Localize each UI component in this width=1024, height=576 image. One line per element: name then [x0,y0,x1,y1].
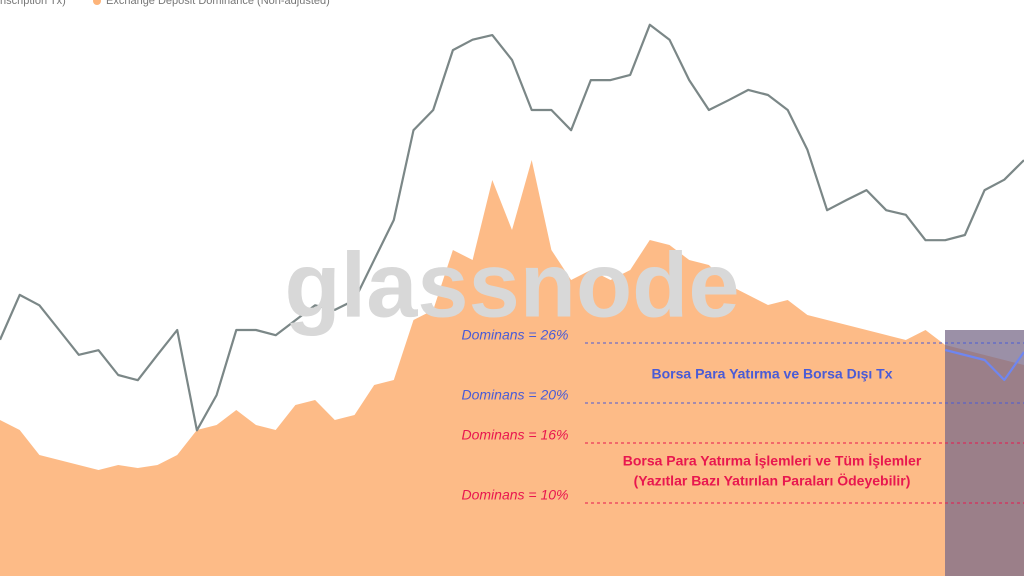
threshold-label: Dominans = 16% [461,427,568,443]
note: Borsa Para Yatırma ve Borsa Dışı Tx [652,366,893,382]
legend-label: nscription Tx) [0,0,66,7]
legend-label: Exchange Deposit Dominance (Non-adjusted… [106,0,330,7]
note: (Yazıtlar Bazı Yatırılan Paraları Ödeyeb… [634,473,911,489]
line [944,348,1024,382]
threshold-label: Dominans = 10% [461,487,568,503]
note: Borsa Para Yatırma İşlemleri ve Tüm İşle… [623,453,922,469]
watermark: glassnode [284,234,739,336]
line [0,23,1024,432]
legend-swatch [93,0,101,5]
area [0,160,1024,576]
threshold-label: Dominans = 26% [461,327,568,343]
highlight-region [945,330,1024,576]
threshold-label: Dominans = 20% [461,387,568,403]
